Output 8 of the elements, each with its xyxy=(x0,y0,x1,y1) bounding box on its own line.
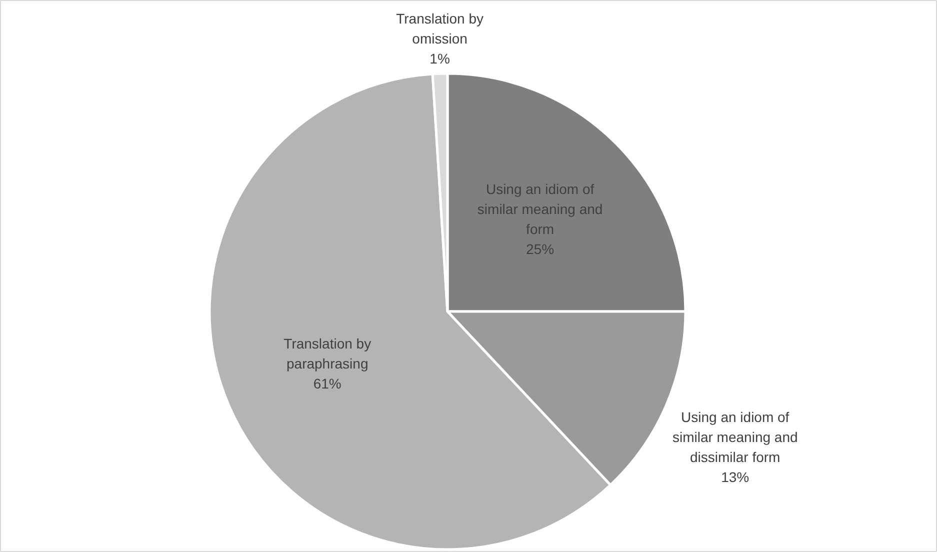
slice-label: Translation by omission xyxy=(396,10,484,46)
slice-label: Using an idiom of similar meaning and dissimilar form xyxy=(672,408,798,465)
data-label: 25% xyxy=(526,240,554,257)
data-label: 61% xyxy=(313,375,342,392)
data-label: 13% xyxy=(721,468,750,485)
slice-label: Using an idiom of similar meaning and form xyxy=(477,180,603,237)
data-label: 1% xyxy=(430,50,450,66)
slice-label: Translation by paraphrasing xyxy=(284,335,372,372)
